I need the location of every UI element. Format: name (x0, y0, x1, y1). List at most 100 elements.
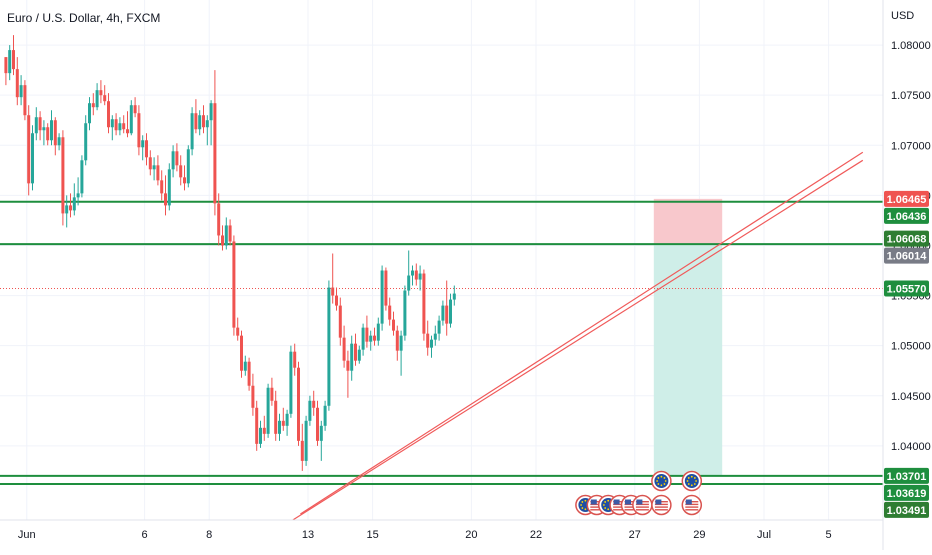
us-flag-stripe (654, 506, 668, 508)
candle-body (91, 103, 95, 108)
candle-body (95, 90, 99, 108)
eu-flag-icon[interactable] (681, 470, 703, 492)
eu-flag-star (581, 501, 584, 503)
us-flag-stripe (654, 509, 668, 511)
candle-body (31, 133, 34, 184)
candle-body (186, 149, 190, 184)
time-tick-label: 27 (629, 529, 641, 541)
us-flag-stripe (590, 509, 604, 511)
candle-body (441, 305, 445, 321)
candle-body (433, 333, 437, 340)
price-label-text: 1.03701 (887, 471, 927, 483)
candle-body (126, 129, 129, 134)
us-flag-icon[interactable] (681, 494, 703, 516)
candle-body (202, 115, 205, 128)
candle-body (34, 117, 38, 134)
price-label-box (884, 501, 929, 518)
take-profit-zone[interactable] (653, 244, 723, 476)
price-labels: 1.06465 1.06436 1.06068 1.06014 1.05570 1.037… (884, 190, 929, 518)
candle-body (145, 140, 148, 158)
candle-body (84, 123, 88, 161)
us-flag-icon[interactable] (632, 494, 653, 516)
candle-body (65, 205, 69, 214)
time-tick-label: 5 (826, 529, 832, 541)
candle-body (445, 305, 449, 324)
symbol-title: Euro / U.S. Dollar, 4h, FXCM (7, 11, 160, 25)
candle-body (15, 69, 19, 98)
eu-flag-star (686, 480, 689, 482)
candle-body (414, 270, 418, 280)
eu-flag-star (687, 483, 690, 485)
candle-body (346, 360, 350, 371)
candle-body (221, 235, 224, 246)
price-label-box (884, 484, 929, 501)
us-flag-stripe (590, 506, 604, 508)
candle-body (361, 327, 365, 350)
us-flag-stripe (624, 509, 638, 511)
candle-body (342, 337, 346, 361)
trend-line[interactable] (292, 159, 864, 521)
price-tick-label: 1.07000 (891, 140, 931, 152)
candle-body (312, 400, 316, 408)
eu-flag-star (607, 499, 610, 502)
candle-body (88, 103, 91, 124)
candle-body (240, 335, 243, 371)
candle-body (50, 120, 53, 141)
candle-body (308, 400, 312, 421)
candle-body (293, 351, 297, 368)
candle-body (190, 113, 194, 150)
time-tick-label: 22 (530, 529, 542, 541)
us-flag-icon[interactable] (651, 494, 672, 516)
candle-body (103, 95, 107, 102)
eu-flag-star (690, 475, 693, 478)
candle-body (12, 50, 15, 70)
candle-body (164, 193, 167, 206)
eu-flag-icon[interactable] (651, 470, 672, 492)
candle-body (300, 440, 304, 461)
price-tick-label: 1.04000 (891, 441, 931, 453)
candle-body (175, 151, 179, 166)
time-axis[interactable]: Jun 6 8 13 15 20 22 27 29 Jul 5 (18, 529, 832, 541)
eu-flag-star (604, 507, 607, 509)
eu-flag-star (581, 507, 584, 509)
candle-body (259, 427, 262, 444)
us-flag-canton (655, 499, 662, 505)
candle-body (430, 339, 433, 348)
candle-body (338, 305, 342, 338)
time-tick-label: 15 (366, 529, 378, 541)
trend-line[interactable] (300, 151, 864, 515)
eu-flag-star (695, 480, 697, 482)
us-flag-stripe (635, 506, 649, 508)
candle-body (209, 103, 213, 121)
candle-body (354, 343, 357, 361)
candle-body (228, 225, 232, 242)
time-tick-label: 8 (206, 529, 212, 541)
price-label-box (884, 230, 929, 247)
candle-body (217, 203, 221, 236)
position-zones (653, 198, 723, 476)
candle-body (285, 413, 289, 426)
price-label-text: 1.03491 (887, 505, 927, 517)
candles (4, 35, 456, 471)
candle-body (399, 335, 403, 351)
candle-body (213, 103, 217, 204)
stop-loss-zone[interactable] (653, 198, 723, 245)
candle-body (53, 120, 57, 146)
candle-body (316, 407, 319, 441)
eu-flag-star (663, 477, 666, 479)
candle-body (179, 165, 183, 178)
price-label-text: 1.03619 (887, 488, 927, 500)
candle-body (236, 327, 240, 336)
candle-body (61, 137, 65, 214)
candle-body (278, 420, 281, 434)
candle-body (407, 275, 411, 291)
candle-body (369, 335, 373, 342)
price-label-green: 1.06436 (884, 207, 929, 224)
candle-body (224, 225, 228, 246)
eu-flag-star (660, 475, 663, 478)
eu-flag-star (656, 480, 658, 482)
candle-body (251, 385, 255, 408)
eu-flag-star (693, 483, 696, 485)
